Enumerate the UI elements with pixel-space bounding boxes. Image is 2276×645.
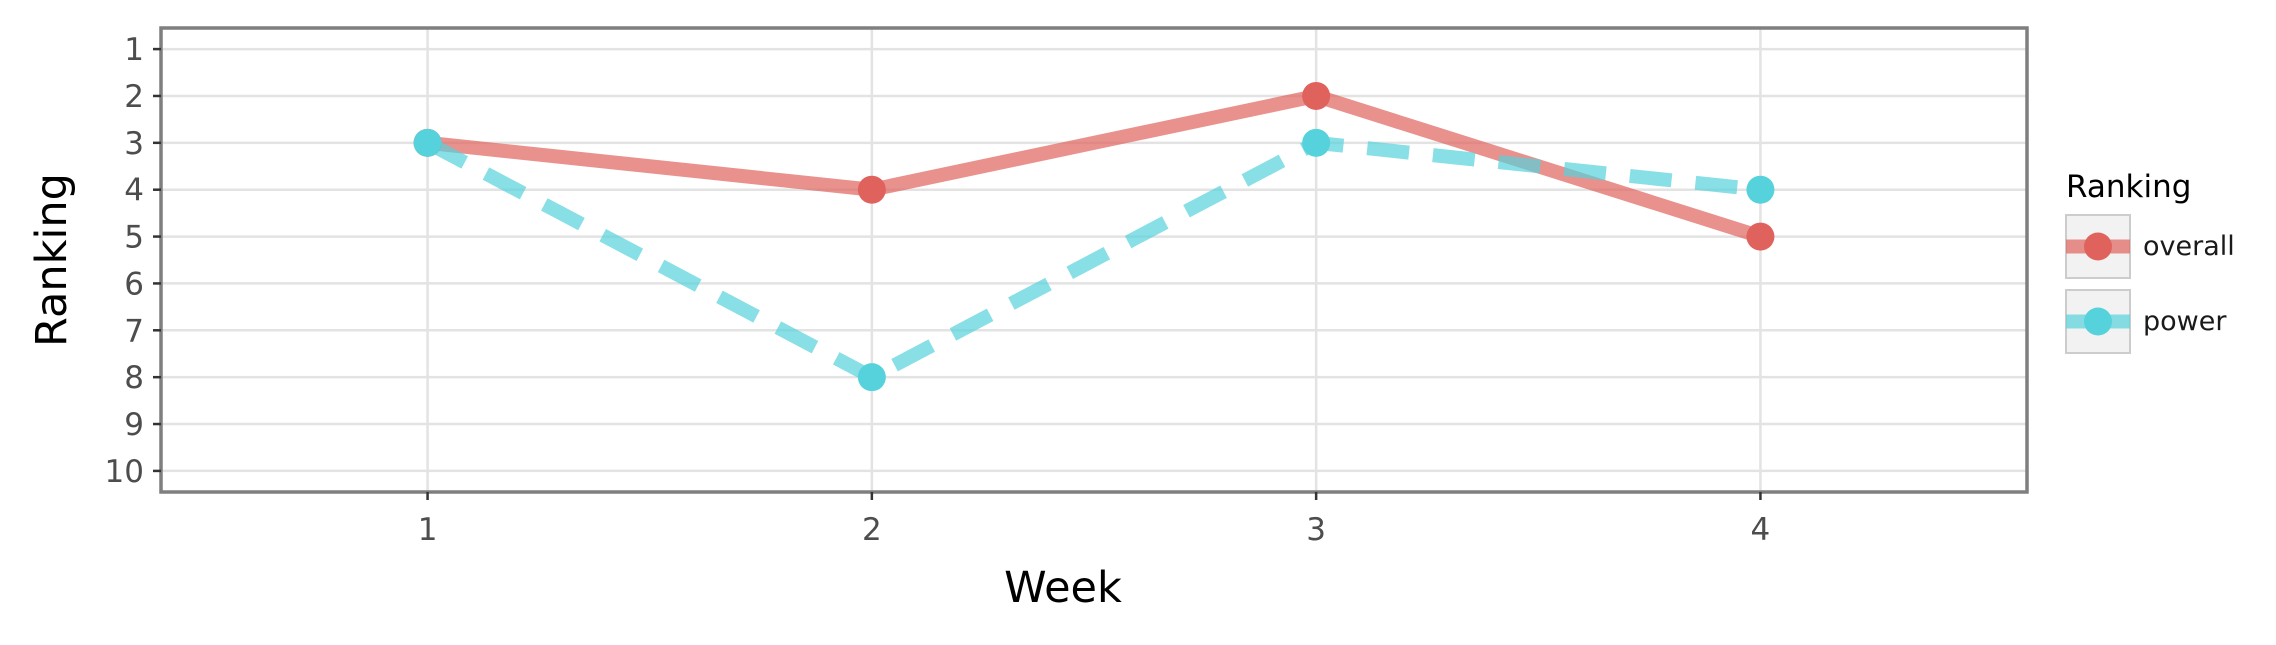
data-point-overall (857, 175, 886, 204)
y-tick-label: 1 (124, 32, 144, 68)
legend-title: Ranking (2066, 169, 2191, 205)
y-tick-label: 9 (124, 407, 144, 443)
legend-point-power (2084, 307, 2112, 336)
x-tick-label: 3 (1306, 512, 1326, 548)
y-tick-label: 2 (124, 79, 144, 115)
data-point-power (1746, 175, 1775, 204)
legend-label-overall: overall (2143, 231, 2235, 262)
y-tick-label: 4 (124, 173, 144, 209)
y-tick-label: 8 (124, 360, 144, 396)
data-point-power (857, 363, 886, 392)
y-tick-label: 10 (105, 454, 144, 490)
y-axis-title: Ranking (27, 173, 77, 347)
data-point-power (1302, 128, 1331, 157)
x-tick-label: 2 (862, 512, 882, 548)
plot-border (159, 26, 2029, 494)
data-points (413, 81, 1775, 392)
x-tick-label: 1 (418, 512, 438, 548)
y-tick-label: 5 (124, 220, 144, 256)
legend-point-overall (2084, 232, 2112, 261)
series-line-power (424, 135, 1762, 385)
axis-ticks: 1 2 3 4 1 2 3 4 5 6 7 8 9 10 (105, 32, 1771, 548)
data-point-overall (1302, 81, 1331, 110)
legend-label-power: power (2143, 306, 2227, 337)
y-tick-label: 7 (124, 313, 144, 349)
x-tick-label: 4 (1751, 512, 1771, 548)
x-axis-title: Week (1004, 563, 1122, 613)
data-point-overall (1746, 222, 1775, 251)
legend: Ranking overall power (2065, 169, 2235, 354)
data-point-power (413, 128, 442, 157)
series-lines (424, 88, 1763, 385)
y-tick-label: 3 (124, 126, 144, 162)
y-tick-label: 6 (124, 266, 144, 302)
